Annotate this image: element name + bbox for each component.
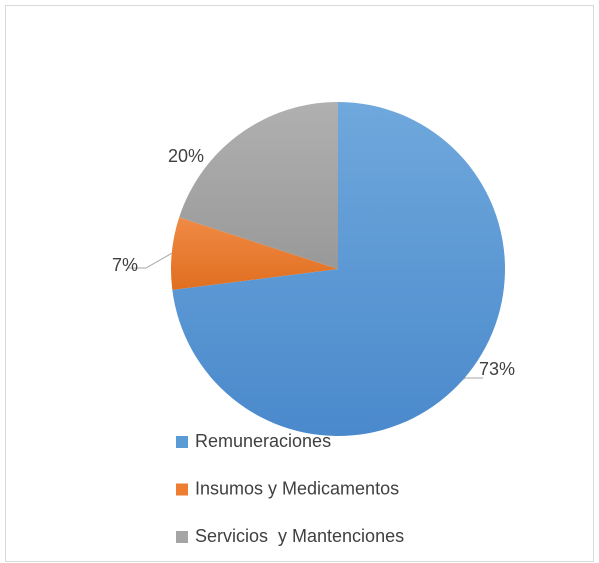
data-label: 7% bbox=[112, 255, 138, 275]
legend-swatch bbox=[176, 436, 188, 448]
data-label: 20% bbox=[168, 146, 204, 166]
pie-slice bbox=[172, 102, 506, 436]
leader-line bbox=[128, 252, 172, 269]
data-label: 73% bbox=[479, 359, 515, 379]
pie-slice bbox=[171, 217, 338, 290]
legend-swatch bbox=[176, 531, 188, 543]
legend-swatch bbox=[176, 483, 188, 496]
legend-label: Insumos y Medicamentos bbox=[195, 478, 399, 498]
pie-slice bbox=[179, 102, 338, 269]
leader-line bbox=[462, 377, 483, 380]
legend-label: Remuneraciones bbox=[195, 431, 331, 451]
legend-label: Servicios y Mantenciones bbox=[195, 526, 404, 546]
